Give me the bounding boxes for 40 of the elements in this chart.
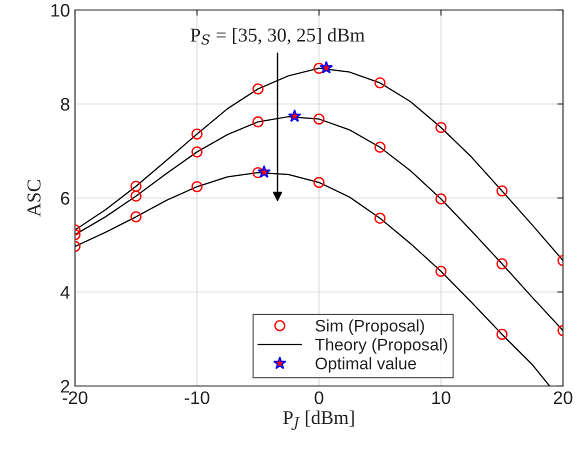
point bbox=[252, 116, 264, 128]
point bbox=[130, 180, 142, 192]
point bbox=[496, 328, 508, 340]
point bbox=[257, 165, 271, 178]
point bbox=[191, 181, 203, 192]
point bbox=[374, 77, 386, 88]
point bbox=[435, 122, 447, 134]
x-tick-label: -20 bbox=[62, 391, 88, 404]
y-axis-title: ASC bbox=[27, 180, 41, 217]
point bbox=[374, 142, 386, 153]
legend-label: Theory (Proposal) bbox=[315, 338, 448, 354]
point bbox=[252, 167, 264, 178]
point bbox=[288, 109, 302, 122]
point bbox=[374, 212, 386, 224]
point bbox=[252, 83, 264, 95]
y-tick-label: 10 bbox=[51, 4, 70, 17]
x-tick-label: 0 bbox=[314, 391, 324, 404]
point bbox=[191, 128, 203, 140]
point bbox=[313, 62, 325, 74]
y-tick-label: 4 bbox=[60, 286, 70, 299]
y-tick-label: 8 bbox=[60, 98, 70, 111]
y-tick-label: 6 bbox=[61, 192, 70, 205]
point bbox=[313, 113, 325, 125]
legend-label: Optimal value bbox=[316, 357, 416, 373]
point bbox=[130, 211, 142, 222]
annotation: P$_{S}$ = [35, 30, 25] dBm bbox=[190, 28, 365, 45]
point bbox=[191, 146, 203, 158]
legend-label: Sim (Proposal) bbox=[316, 319, 424, 335]
point bbox=[496, 258, 508, 270]
point bbox=[435, 266, 447, 277]
x-tick-label: 20 bbox=[554, 391, 572, 404]
point bbox=[435, 193, 447, 204]
x-tick-label: 10 bbox=[432, 391, 450, 404]
point bbox=[313, 176, 325, 188]
point bbox=[130, 190, 142, 202]
x-axis-title: P$_{J}$ [dBm] bbox=[283, 410, 354, 430]
x-tick-label: -10 bbox=[184, 391, 210, 404]
y-tick-label: 2 bbox=[61, 380, 70, 393]
point bbox=[320, 60, 333, 74]
point bbox=[496, 185, 508, 197]
